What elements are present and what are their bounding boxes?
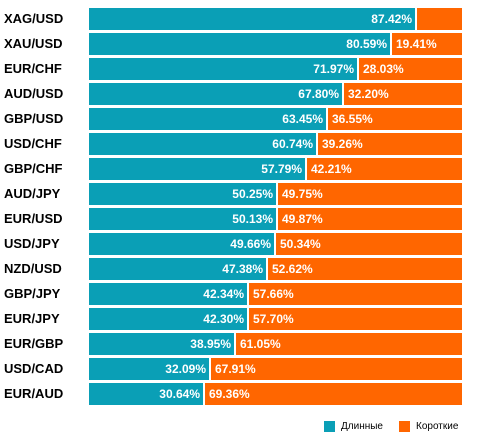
category-label: EUR/GBP xyxy=(4,336,64,351)
data-label-long: 42.34% xyxy=(203,287,244,301)
category-label: GBP/CHF xyxy=(4,161,63,176)
legend-swatch-short xyxy=(399,420,410,432)
bar-short xyxy=(268,258,462,280)
bar-short xyxy=(236,333,462,355)
bar-short xyxy=(249,308,462,330)
data-label-short: 36.55% xyxy=(332,112,373,126)
bar-long xyxy=(89,183,276,205)
bar-long xyxy=(89,158,305,180)
data-label-long: 57.79% xyxy=(261,162,302,176)
data-label-long: 67.80% xyxy=(298,87,339,101)
bar-long xyxy=(89,308,247,330)
category-label: AUD/USD xyxy=(4,86,64,101)
data-label-short: 67.91% xyxy=(215,362,256,376)
category-label: USD/CAD xyxy=(4,361,64,376)
data-label-short: 57.66% xyxy=(253,287,294,301)
data-label-short: 61.05% xyxy=(240,337,281,351)
bar-short xyxy=(307,158,462,180)
data-label-long: 50.13% xyxy=(232,212,273,226)
category-label: GBP/JPY xyxy=(4,286,61,301)
bar-long xyxy=(89,58,357,80)
bar-long xyxy=(89,358,209,380)
legend-item-short: Короткие xyxy=(399,419,458,433)
data-label-long: 32.09% xyxy=(165,362,206,376)
bar-long xyxy=(89,258,266,280)
bar-short xyxy=(359,58,462,80)
data-label-short: 32.20% xyxy=(348,87,389,101)
category-label: EUR/USD xyxy=(4,211,63,226)
bar-long xyxy=(89,233,274,255)
data-label-long: 71.97% xyxy=(313,62,354,76)
data-label-long: 47.38% xyxy=(222,262,263,276)
data-label-short: 28.03% xyxy=(363,62,404,76)
bar-long xyxy=(89,208,276,230)
bar-short xyxy=(205,383,462,405)
bar-long xyxy=(89,8,415,30)
bar-long xyxy=(89,383,203,405)
category-label: EUR/AUD xyxy=(4,386,64,401)
data-label-short: 19.41% xyxy=(396,37,437,51)
bar-long xyxy=(89,133,316,155)
bar-long xyxy=(89,83,342,105)
bar-short xyxy=(276,233,462,255)
data-label-short: 39.26% xyxy=(322,137,363,151)
data-label-long: 30.64% xyxy=(159,387,200,401)
data-label-long: 80.59% xyxy=(346,37,387,51)
data-label-long: 49.66% xyxy=(230,237,271,251)
bar-long xyxy=(89,333,234,355)
category-label: EUR/CHF xyxy=(4,61,62,76)
data-label-short: 49.87% xyxy=(282,212,323,226)
bar-short xyxy=(417,8,462,30)
legend-label-long: Длинные xyxy=(341,420,383,432)
data-label-short: 50.34% xyxy=(280,237,321,251)
data-label-short: 57.70% xyxy=(253,312,294,326)
bar-short xyxy=(392,33,462,55)
data-label-long: 87.42% xyxy=(371,12,412,26)
data-label-short: 52.62% xyxy=(272,262,313,276)
bar-short xyxy=(328,108,462,130)
bar-short xyxy=(249,283,462,305)
data-label-long: 50.25% xyxy=(232,187,273,201)
category-label: AUD/JPY xyxy=(4,186,61,201)
category-label: EUR/JPY xyxy=(4,311,60,326)
data-label-long: 63.45% xyxy=(282,112,323,126)
legend-item-long: Длинные xyxy=(324,419,383,433)
data-label-long: 42.30% xyxy=(203,312,244,326)
category-label: GBP/USD xyxy=(4,111,64,126)
category-label: USD/JPY xyxy=(4,236,60,251)
category-label: USD/CHF xyxy=(4,136,62,151)
data-label-short: 42.21% xyxy=(311,162,352,176)
bar-short xyxy=(318,133,462,155)
bar-long xyxy=(89,108,326,130)
bar-short xyxy=(278,208,462,230)
bar-long xyxy=(89,33,390,55)
bar-long xyxy=(89,283,247,305)
data-label-short: 69.36% xyxy=(209,387,250,401)
category-label: XAU/USD xyxy=(4,36,63,51)
bar-short xyxy=(344,83,462,105)
data-label-short: 49.75% xyxy=(282,187,323,201)
category-label: NZD/USD xyxy=(4,261,62,276)
data-label-long: 38.95% xyxy=(190,337,231,351)
legend-label-short: Короткие xyxy=(416,420,459,432)
legend-swatch-long xyxy=(324,420,335,432)
data-label-long: 60.74% xyxy=(272,137,313,151)
category-label: XAG/USD xyxy=(4,11,64,26)
bar-short xyxy=(211,358,462,380)
bar-short xyxy=(278,183,462,205)
